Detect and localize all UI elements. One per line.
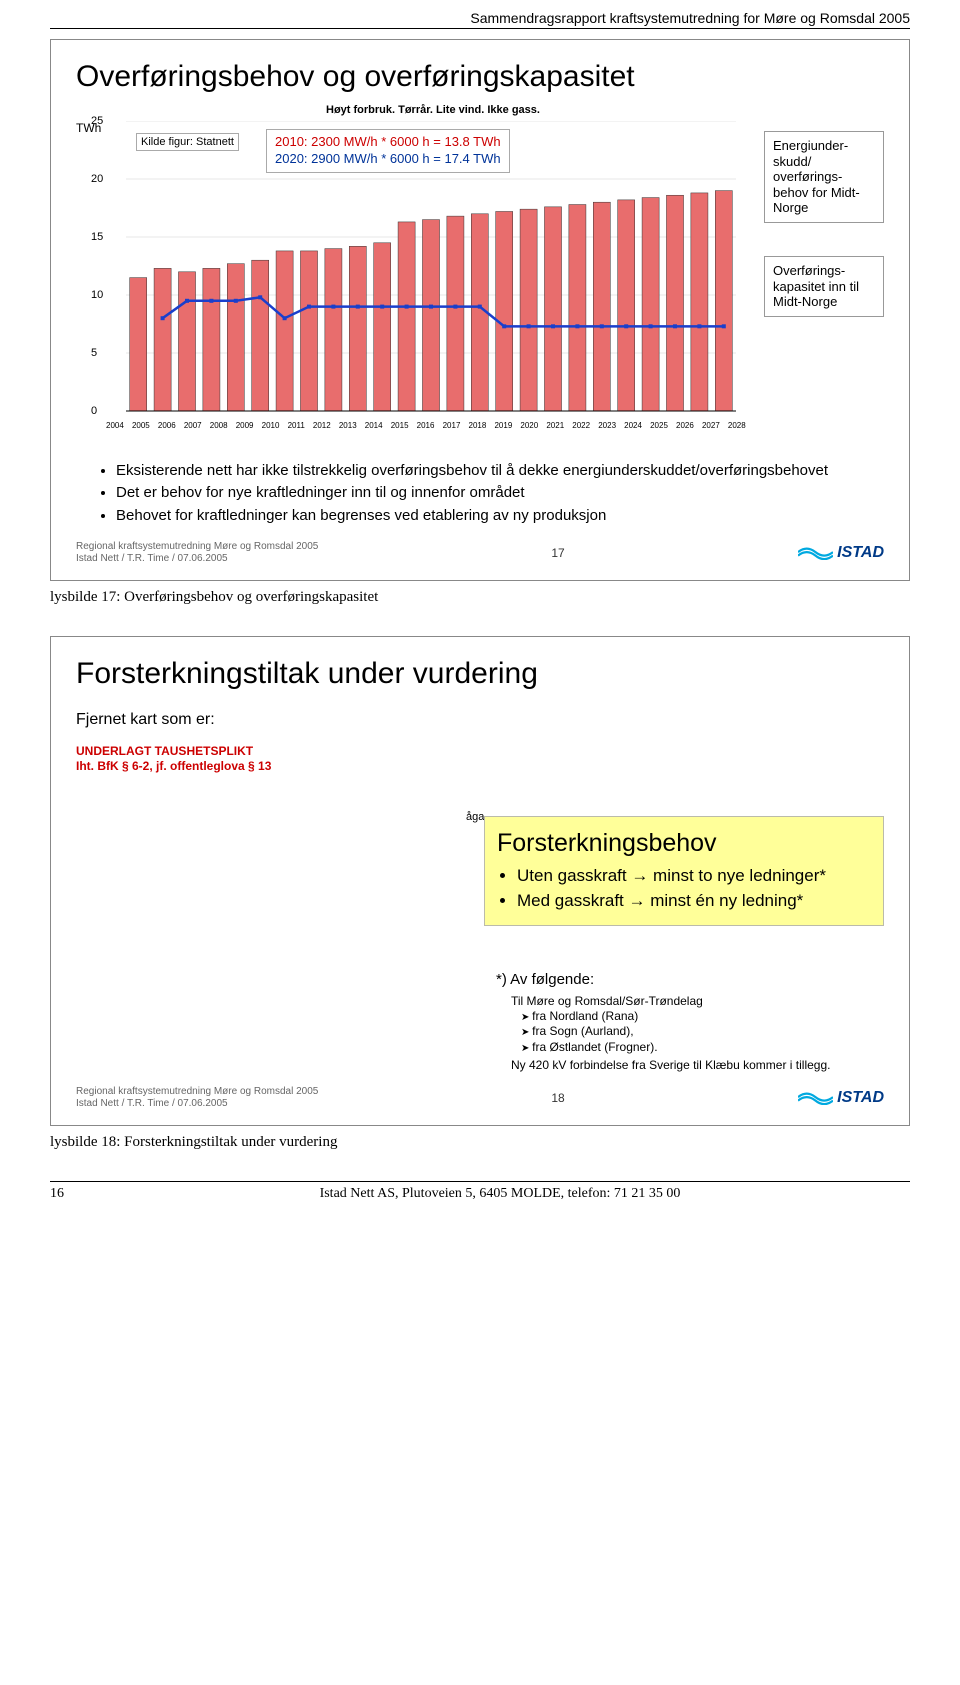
footer-line-1: Regional kraftsystemutredning Møre og Ro…	[76, 1086, 318, 1098]
slide-caption-18: lysbilde 18: Forsterkningstiltak under v…	[50, 1134, 910, 1151]
footer-line-2: Istad Nett / T.R. Time / 07.06.2005	[76, 1098, 318, 1110]
page-number: 16	[50, 1186, 90, 1202]
x-tick-label: 2026	[676, 421, 694, 430]
istad-logo: ISTAD	[798, 1089, 884, 1107]
x-tick-label: 2014	[365, 421, 383, 430]
page-footer-text: Istad Nett AS, Plutoveien 5, 6405 MOLDE,…	[90, 1186, 910, 1202]
x-tick-label: 2019	[494, 421, 512, 430]
av-following: *) Av følgende:	[496, 971, 872, 990]
ny-text: Ny 420 kV forbindelse fra Sverige til Kl…	[511, 1058, 872, 1073]
confidentiality-line-2: Iht. BfK § 6-2, jf. offentleglova § 13	[76, 759, 884, 775]
following-box: *) Av følgende: Til Møre og Romsdal/Sør-…	[484, 971, 884, 1073]
x-tick-label: 2009	[236, 421, 254, 430]
slide-title: Forsterkningstiltak under vurdering	[76, 657, 884, 691]
x-tick-label: 2004	[106, 421, 124, 430]
x-tick-label: 2012	[313, 421, 331, 430]
x-tick-label: 2024	[624, 421, 642, 430]
x-tick-label: 2021	[546, 421, 564, 430]
aga-text: åga	[466, 811, 484, 823]
bullet-item: Det er behov for nye kraftledninger inn …	[116, 483, 884, 503]
x-tick-label: 2025	[650, 421, 668, 430]
x-tick-label: 2015	[391, 421, 409, 430]
legend-transfer-capacity: Overførings-kapasitet inn til Midt-Norge	[764, 256, 884, 317]
legend-energy-deficit: Energiunder-skudd/ overførings-behov for…	[764, 131, 884, 223]
yellow-item: Uten gasskraft → minst to nye ledninger*	[517, 865, 871, 887]
arrow-item: fra Sogn (Aurland),	[521, 1024, 872, 1040]
x-tick-label: 2027	[702, 421, 720, 430]
removed-map-text: Fjernet kart som er:	[76, 711, 884, 729]
y-tick-label: 15	[91, 231, 103, 243]
x-tick-label: 2022	[572, 421, 590, 430]
x-tick-label: 2007	[184, 421, 202, 430]
x-tick-label: 2016	[417, 421, 435, 430]
x-tick-label: 2011	[288, 421, 305, 430]
x-tick-label: 2010	[262, 421, 280, 430]
page-footer: 16 Istad Nett AS, Plutoveien 5, 6405 MOL…	[50, 1181, 910, 1202]
istad-logo: ISTAD	[798, 544, 884, 562]
confidentiality-notice: UNDERLAGT TAUSHETSPLIKT Iht. BfK § 6-2, …	[76, 744, 884, 775]
arrow-item: fra Nordland (Rana)	[521, 1009, 872, 1025]
chart-area: TWh Kilde figur: Statnett 2010: 2300 MW/…	[76, 121, 884, 451]
y-tick-label: 0	[91, 405, 97, 417]
y-tick-label: 5	[91, 347, 97, 359]
y-tick-label: 25	[91, 115, 103, 127]
x-tick-label: 2018	[469, 421, 487, 430]
confidentiality-line-1: UNDERLAGT TAUSHETSPLIKT	[76, 744, 884, 760]
x-tick-label: 2017	[443, 421, 461, 430]
footer-line-1: Regional kraftsystemutredning Møre og Ro…	[76, 541, 318, 553]
x-tick-label: 2013	[339, 421, 357, 430]
bullet-item: Eksisterende nett har ikke tilstrekkelig…	[116, 461, 884, 481]
x-tick-label: 2008	[210, 421, 228, 430]
x-tick-label: 2023	[598, 421, 616, 430]
slide-footer: Regional kraftsystemutredning Møre og Ro…	[76, 541, 884, 565]
arrow-item: fra Østlandet (Frogner).	[521, 1040, 872, 1056]
yellow-item: Med gasskraft → minst én ny ledning*	[517, 890, 871, 912]
slide-number: 18	[551, 1091, 564, 1105]
bullet-list: Eksisterende nett har ikke tilstrekkelig…	[116, 461, 884, 526]
yellow-box-title: Forsterkningsbehov	[497, 827, 871, 860]
bullet-item: Behovet for kraftledninger kan begrenses…	[116, 506, 884, 526]
sub-title: Til Møre og Romsdal/Sør-Trøndelag	[511, 994, 872, 1009]
y-tick-label: 20	[91, 173, 103, 185]
document-header: Sammendragsrapport kraftsystemutredning …	[50, 10, 910, 29]
forsterkningsbehov-box: Forsterkningsbehov Uten gasskraft → mins…	[484, 816, 884, 927]
x-tick-label: 2020	[520, 421, 538, 430]
slide-footer: Regional kraftsystemutredning Møre og Ro…	[76, 1086, 884, 1110]
footer-line-2: Istad Nett / T.R. Time / 07.06.2005	[76, 553, 318, 565]
slide-number: 17	[551, 546, 564, 560]
slide-18: Forsterkningstiltak under vurdering Fjer…	[50, 636, 910, 1126]
y-tick-label: 10	[91, 289, 103, 301]
chart-subtitle: Høyt forbruk. Tørrår. Lite vind. Ikke ga…	[326, 104, 884, 116]
x-axis-labels: 2004 2005 2006 2007 2008 2009 2010 2011 2012 2013…	[106, 421, 746, 430]
slide-title: Overføringsbehov og overføringskapasitet	[76, 60, 884, 94]
x-tick-label: 2028	[728, 421, 746, 430]
slide-caption-17: lysbilde 17: Overføringsbehov og overfør…	[50, 589, 910, 606]
bar-line-chart	[106, 121, 746, 421]
slide-17: Overføringsbehov og overføringskapasitet…	[50, 39, 910, 581]
x-tick-label: 2005	[132, 421, 150, 430]
x-tick-label: 2006	[158, 421, 176, 430]
